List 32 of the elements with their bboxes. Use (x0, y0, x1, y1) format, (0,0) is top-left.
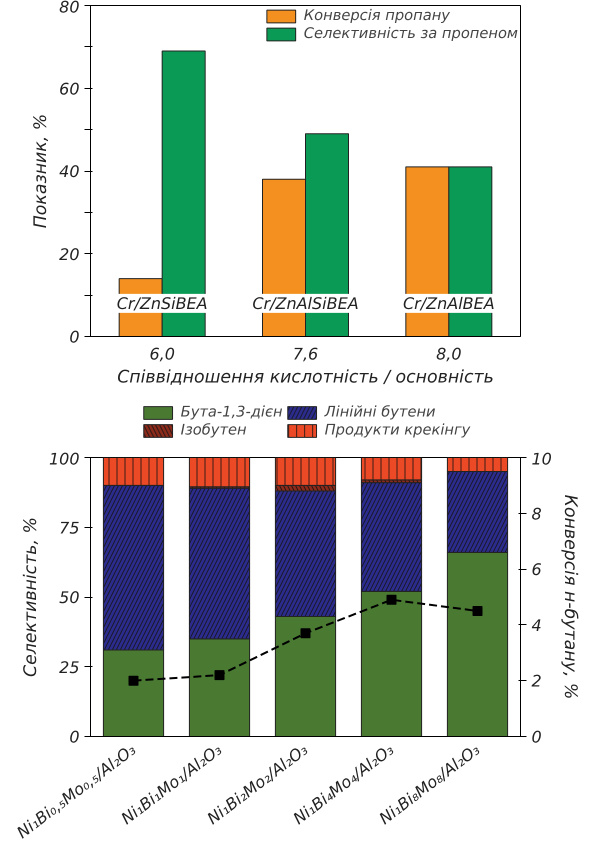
y-tick-label: 60 (59, 79, 80, 98)
x-tick-label: 8,0 (436, 344, 462, 364)
legend-label: Бута-1,3-дієн (180, 404, 283, 420)
y-tick-label: 25 (59, 658, 80, 677)
x-tick-label: 7,6 (292, 344, 318, 364)
y2-tick-label: 6 (532, 560, 542, 580)
y2-tick-label: 8 (532, 504, 542, 524)
legend-label: Продукти крекінгу (324, 422, 470, 438)
annotation: Cr/ZnAlBEA (403, 294, 495, 313)
annotation: Cr/ZnAlSiBEA (252, 294, 359, 313)
y-axis-title: Селективність, % (20, 516, 41, 677)
y-axis-title: Показник, % (31, 114, 52, 228)
y2-tick-label: 10 (532, 450, 552, 468)
y-tick-label: 0 (69, 728, 80, 746)
annotation: Cr/ZnSiBEA (116, 294, 208, 313)
y2-axis-title: Конверсія н-бутану, % (560, 494, 580, 700)
y-tick-label: 50 (59, 588, 80, 607)
x-tick-label: 6,0 (149, 344, 175, 364)
y2-tick-label: 4 (532, 616, 542, 635)
legend-label: Лінійні бутени (324, 404, 436, 420)
y-tick-label: 20 (59, 244, 80, 264)
y-tick-label: 75 (59, 518, 80, 538)
y2-tick-label: 0 (532, 728, 542, 746)
y-tick-label: 40 (59, 162, 80, 181)
legend-label: Селективність за пропеном (304, 25, 518, 42)
legend-label: Ізобутен (180, 422, 247, 438)
legend-label: Конверсія пропану (304, 7, 450, 24)
x-axis-title: Співвідношення кислотність / основність (117, 368, 494, 388)
y-tick-label: 100 (48, 450, 80, 468)
y2-tick-label: 2 (532, 672, 542, 691)
y-tick-label: 80 (59, 0, 80, 16)
y-tick-label: 0 (69, 328, 80, 346)
